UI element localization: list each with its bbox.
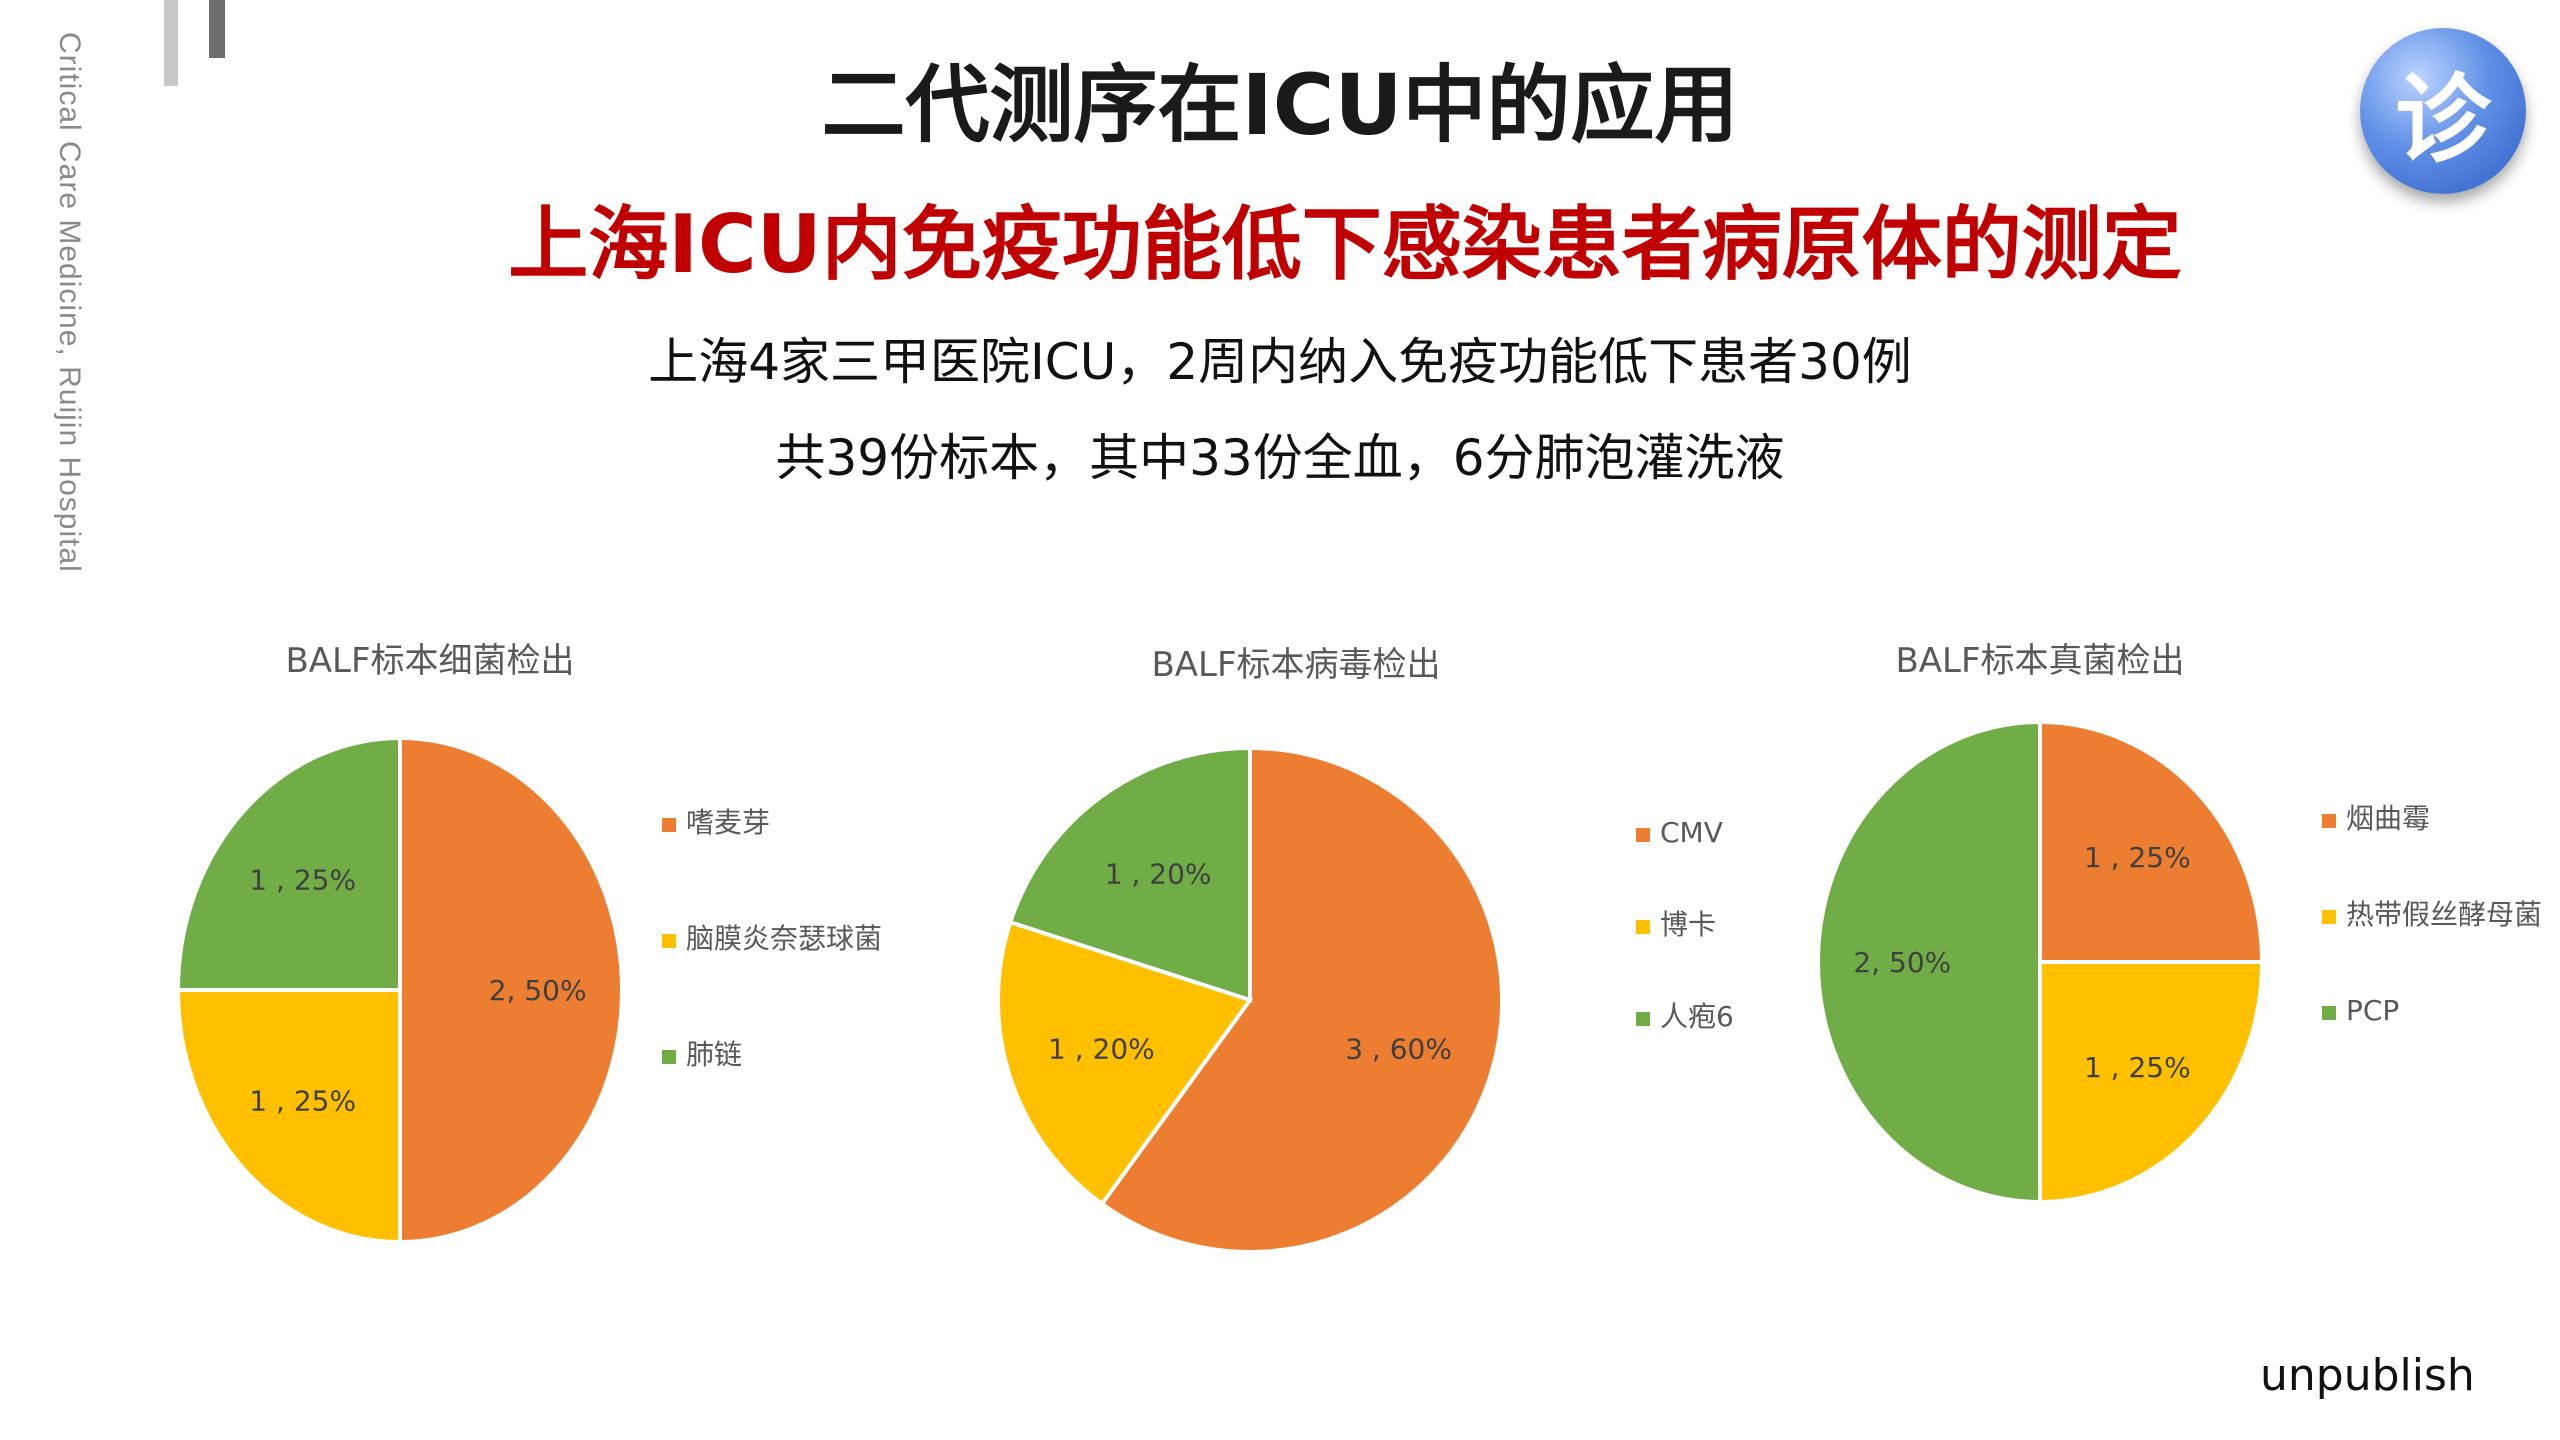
decor-bar-light: [164, 0, 178, 86]
chart-title: BALF标本细菌检出: [285, 641, 574, 681]
legend-swatch: [2322, 910, 2336, 924]
pie-slice-3: [175, 735, 402, 992]
pie-slice-1: [2038, 719, 2265, 964]
legend-swatch: [2322, 1006, 2336, 1020]
slide-title: 二代测序在ICU中的应用: [821, 56, 1739, 154]
description-line-1: 上海4家三甲医院ICU，2周内纳入免疫功能低下患者30例: [648, 333, 1912, 391]
slice-data-label: 1 , 25%: [249, 1084, 356, 1117]
legend-swatch: [1636, 1012, 1650, 1026]
footnote-unpublish: unpublish: [2260, 1350, 2475, 1401]
legend-label: 脑膜炎奈瑟球菌: [686, 922, 882, 955]
side-vertical-text: Critical Care Medicine, Ruijin Hospital: [53, 32, 86, 573]
pie-chart-1: BALF标本细菌检出 2, 50% 嗜麦芽 1 , 25% 脑膜炎奈瑟球菌 1 , 25%…: [175, 641, 882, 1245]
pie-slice-1: [1099, 745, 1505, 1254]
pie-chart-3: BALF标本真菌检出 1 , 25% 烟曲霉 1 , 25% 热带假丝酵母菌 2, 50%…: [1816, 641, 2542, 1205]
slice-data-label: 3 , 60%: [1345, 1032, 1452, 1065]
diagnosis-badge-icon: 诊: [2360, 28, 2526, 194]
legend-swatch: [2322, 814, 2336, 828]
pie-slice-2: [175, 988, 402, 1245]
legend-swatch: [662, 1050, 676, 1064]
slice-data-label: 1 , 20%: [1105, 858, 1212, 891]
legend-label: 人疱6: [1660, 1000, 1734, 1033]
pie-slice-1: [398, 735, 624, 1245]
legend-swatch: [1636, 920, 1650, 934]
legend-label: 博卡: [1660, 908, 1716, 941]
slice-data-label: 2, 50%: [489, 974, 587, 1007]
legend-swatch: [662, 818, 676, 832]
pie-slice-2: [995, 919, 1254, 1207]
slice-data-label: 1 , 20%: [1048, 1032, 1155, 1065]
pie-chart-2: BALF标本病毒检出 3 , 60% CMV 1 , 20% 博卡 1 , 20% 人疱6: [995, 645, 1734, 1254]
slice-data-label: 1 , 25%: [249, 864, 356, 897]
slice-data-label: 2, 50%: [1853, 946, 1951, 979]
legend-label: 热带假丝酵母菌: [2346, 898, 2542, 931]
legend-label: 肺链: [686, 1038, 742, 1071]
description-line-2: 共39份标本，其中33份全血，6分肺泡灌洗液: [775, 429, 1785, 487]
legend-label: 嗜麦芽: [686, 806, 770, 839]
chart-title: BALF标本病毒检出: [1151, 645, 1440, 685]
legend-label: 烟曲霉: [2346, 802, 2430, 835]
legend-swatch: [662, 934, 676, 948]
decor-bar-dark: [209, 0, 225, 58]
legend-swatch: [1636, 828, 1650, 842]
legend-label: PCP: [2346, 994, 2399, 1027]
slide-subtitle: 上海ICU内免疫功能低下感染患者病原体的测定: [508, 198, 2182, 291]
slice-data-label: 1 , 25%: [2084, 841, 2191, 874]
pie-slice-2: [2038, 960, 2265, 1205]
pie-slice-3: [1007, 745, 1252, 1003]
pie-slice-3: [1816, 719, 2042, 1205]
legend-label: CMV: [1660, 816, 1723, 849]
slice-data-label: 1 , 25%: [2084, 1051, 2191, 1084]
chart-title: BALF标本真菌检出: [1895, 641, 2184, 681]
